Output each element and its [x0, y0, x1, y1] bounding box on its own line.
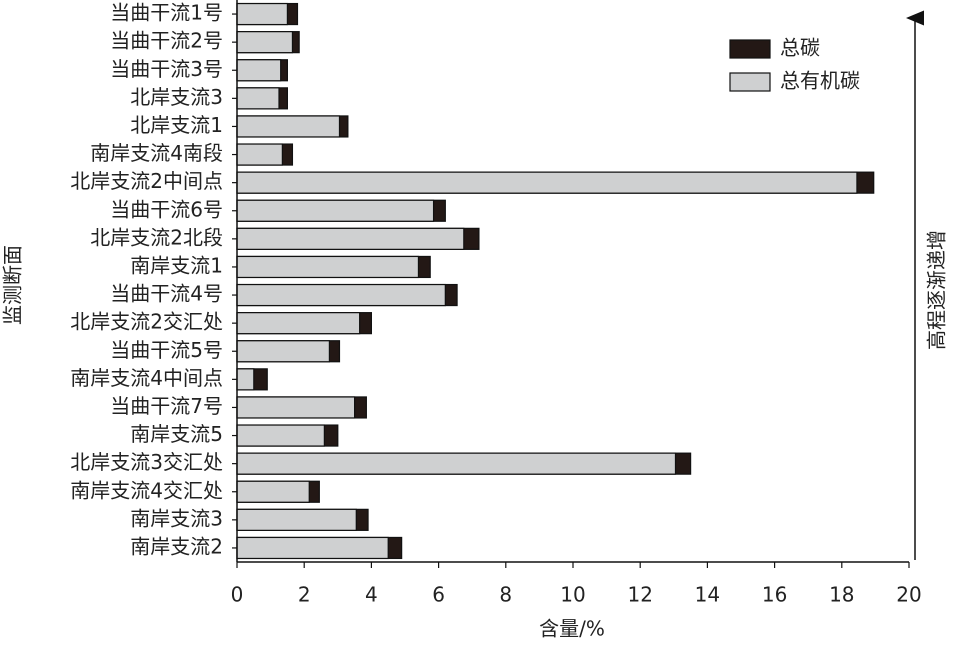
annotation: 高程逐渐递增 — [925, 230, 949, 350]
bar — [236, 227, 465, 250]
bar — [236, 59, 282, 82]
x-tick-label: 12 — [627, 583, 652, 607]
bar — [236, 508, 357, 531]
y-tick-label: 南岸支流2 — [130, 534, 223, 558]
legend-swatch — [729, 72, 771, 92]
x-tick-label: 10 — [560, 583, 585, 607]
bar — [236, 199, 435, 222]
bar — [236, 312, 361, 335]
y-tick-label: 南岸支流4中间点 — [70, 366, 223, 390]
y-tick-label: 南岸支流1 — [130, 253, 223, 277]
y-tick-label: 南岸支流4交汇处 — [70, 478, 223, 502]
x-tick-label: 8 — [499, 583, 512, 607]
bar — [236, 31, 294, 54]
y-tick-label: 北岸支流3交汇处 — [70, 450, 223, 474]
y-tick-label: 当曲干流6号 — [110, 197, 223, 221]
x-tick-label: 14 — [695, 583, 720, 607]
bar — [236, 424, 325, 447]
y-tick-label: 北岸支流2北段 — [90, 225, 223, 249]
legend-label: 总有机碳 — [780, 69, 860, 93]
legend-swatch — [729, 39, 771, 59]
x-tick-label: 6 — [432, 583, 445, 607]
x-tick-label: 20 — [896, 583, 921, 607]
y-axis-label: 监测断面 — [1, 245, 25, 325]
bar — [236, 171, 858, 194]
y-tick-label: 南岸支流4南段 — [90, 141, 223, 165]
bar — [236, 480, 310, 503]
y-tick-label: 当曲干流3号 — [110, 57, 223, 81]
bar — [236, 255, 420, 279]
legend-label: 总碳 — [780, 36, 820, 60]
bar — [236, 283, 446, 307]
bar — [236, 115, 341, 138]
bar — [236, 368, 255, 391]
y-tick-label: 当曲干流2号 — [110, 29, 223, 53]
y-tick-label: 北岸支流3 — [130, 85, 223, 109]
bar — [236, 143, 283, 166]
y-tick-label: 当曲干流7号 — [110, 394, 223, 418]
bar — [236, 2, 289, 26]
y-tick-label: 当曲干流4号 — [110, 282, 223, 306]
x-tick-label: 0 — [231, 583, 244, 607]
bar — [236, 396, 356, 419]
bar — [236, 536, 389, 560]
x-tick-label: 4 — [365, 583, 378, 607]
y-tick-label: 当曲干流1号 — [110, 1, 223, 25]
bar — [236, 340, 331, 363]
bar — [236, 87, 280, 110]
x-tick-label: 2 — [298, 583, 311, 607]
x-tick-label: 16 — [762, 583, 787, 607]
y-tick-label: 南岸支流3 — [130, 506, 223, 530]
bar — [236, 452, 677, 475]
y-tick-label: 北岸支流2中间点 — [70, 169, 223, 193]
y-tick-label: 南岸支流5 — [130, 422, 223, 446]
y-tick-label: 北岸支流2交汇处 — [70, 310, 223, 334]
x-tick-label: 18 — [829, 583, 854, 607]
y-tick-label: 北岸支流1 — [130, 113, 223, 137]
x-axis-label: 含量/% — [539, 617, 605, 641]
y-tick-label: 当曲干流5号 — [110, 338, 223, 362]
